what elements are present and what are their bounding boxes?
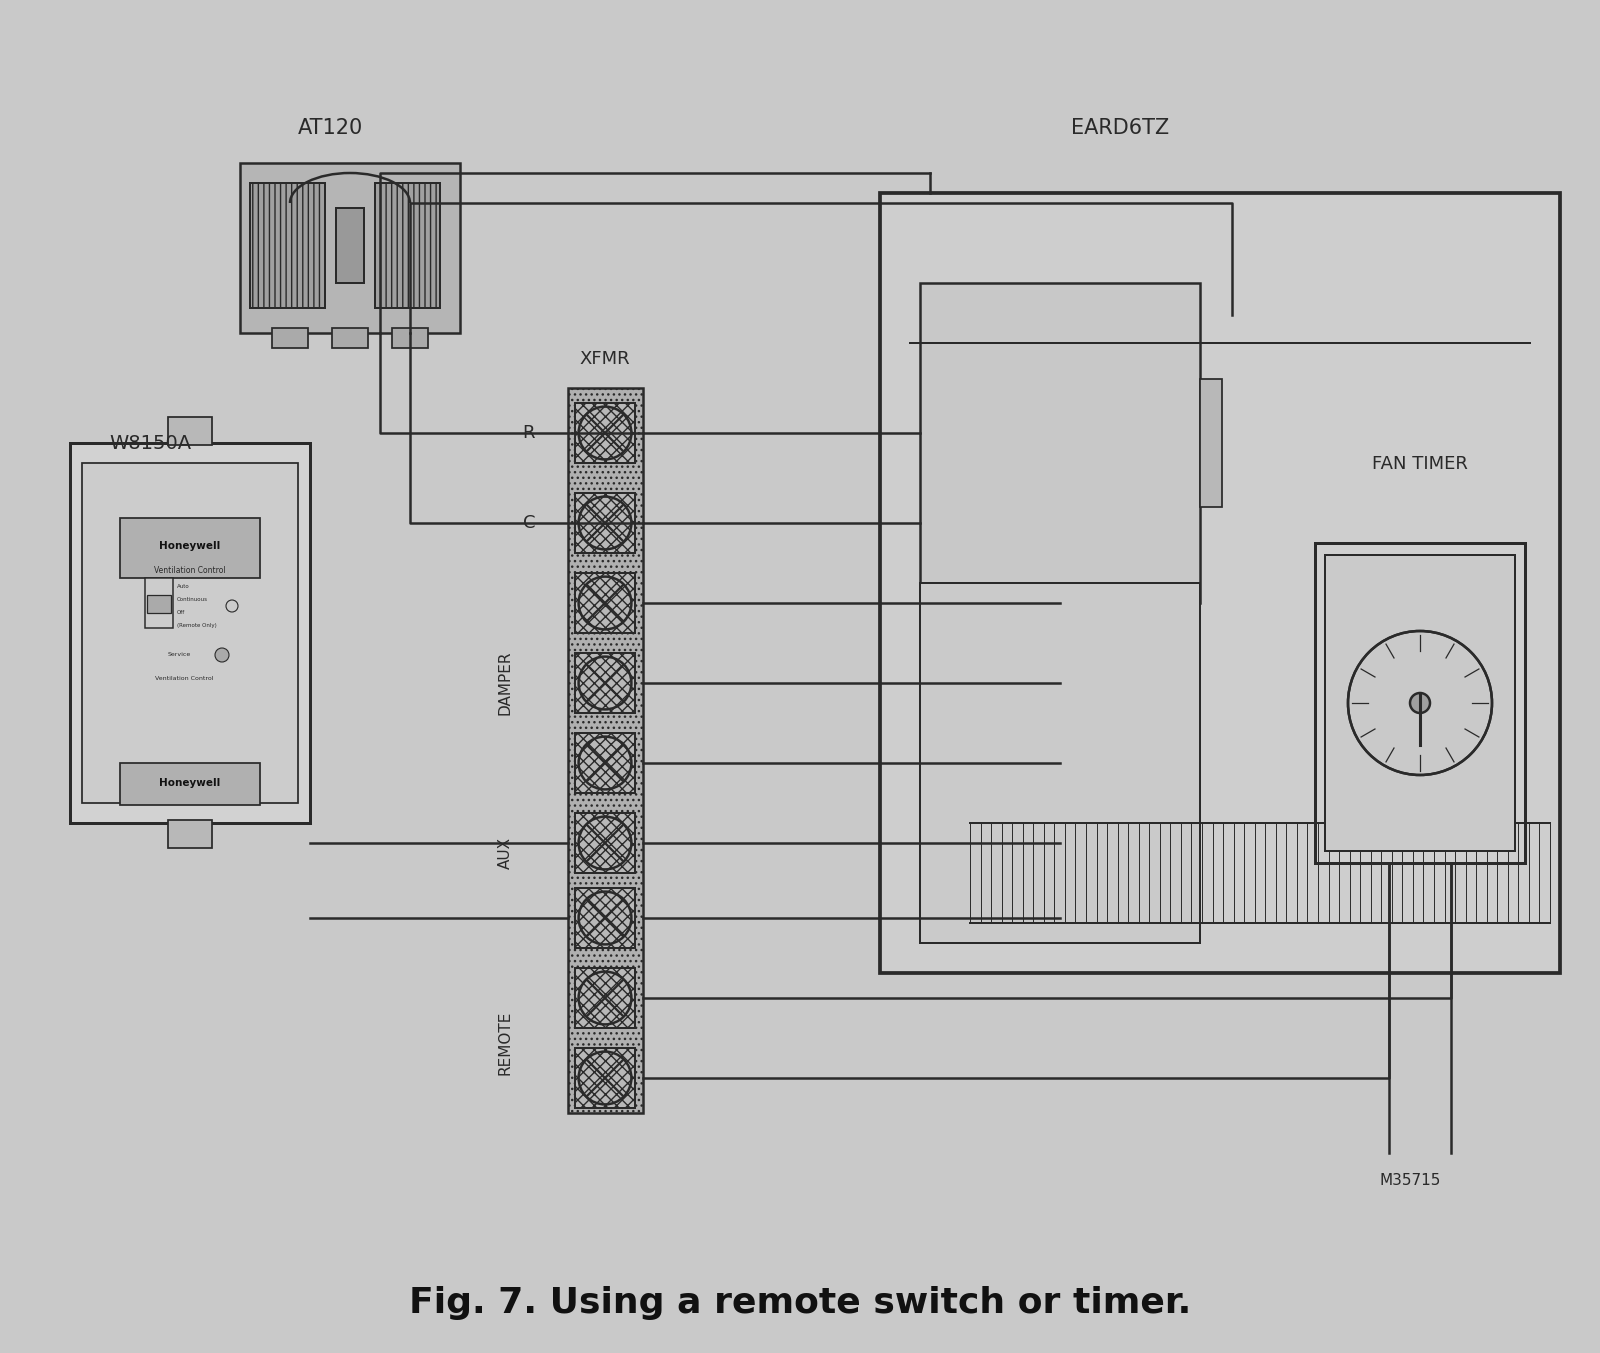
Bar <box>392 327 427 348</box>
Circle shape <box>1410 693 1430 713</box>
Text: Off: Off <box>178 609 186 614</box>
Bar <box>574 733 635 793</box>
Text: Ventilation Control: Ventilation Control <box>154 566 226 575</box>
Bar <box>250 183 325 308</box>
Circle shape <box>1347 630 1491 775</box>
Bar <box>574 492 635 553</box>
Bar <box>82 463 298 802</box>
Text: DAMPER: DAMPER <box>498 651 512 716</box>
Text: Ventilation Control: Ventilation Control <box>155 675 213 681</box>
Text: AT120: AT120 <box>298 118 363 138</box>
Bar <box>574 888 635 948</box>
Bar <box>336 208 365 283</box>
Bar <box>920 283 1200 603</box>
Bar <box>70 442 310 823</box>
Bar <box>146 578 173 628</box>
Bar <box>574 813 635 873</box>
Bar <box>272 327 307 348</box>
Text: (Remote Only): (Remote Only) <box>178 622 216 628</box>
Text: XFMR: XFMR <box>579 350 630 368</box>
Bar <box>574 403 635 463</box>
Bar <box>880 193 1560 973</box>
Bar <box>1315 543 1525 863</box>
Bar <box>1200 379 1222 507</box>
Text: EARD6TZ: EARD6TZ <box>1070 118 1170 138</box>
Text: Auto: Auto <box>178 583 190 589</box>
Bar <box>574 967 635 1028</box>
Bar <box>168 417 211 445</box>
Bar <box>1325 555 1515 851</box>
Bar <box>147 595 171 613</box>
Text: W8150A: W8150A <box>109 434 190 453</box>
Bar <box>568 388 643 1114</box>
Bar <box>240 162 461 333</box>
Text: M35715: M35715 <box>1379 1173 1440 1188</box>
Text: REMOTE: REMOTE <box>498 1011 512 1076</box>
Bar <box>920 583 1200 943</box>
Text: Service: Service <box>168 652 192 658</box>
Bar <box>333 327 368 348</box>
Text: FAN TIMER: FAN TIMER <box>1373 455 1467 474</box>
Bar <box>574 1049 635 1108</box>
Bar <box>120 518 259 578</box>
Bar <box>168 820 211 848</box>
Text: AUX: AUX <box>498 838 512 869</box>
Text: Honeywell: Honeywell <box>160 541 221 551</box>
Bar <box>374 183 440 308</box>
Text: Fig. 7. Using a remote switch or timer.: Fig. 7. Using a remote switch or timer. <box>410 1285 1190 1321</box>
Text: R: R <box>523 423 534 442</box>
Bar <box>120 763 259 805</box>
Text: Continuous: Continuous <box>178 597 208 602</box>
Bar <box>574 653 635 713</box>
Text: Honeywell: Honeywell <box>160 778 221 787</box>
Circle shape <box>214 648 229 662</box>
Bar <box>574 574 635 633</box>
Text: C: C <box>523 514 534 532</box>
